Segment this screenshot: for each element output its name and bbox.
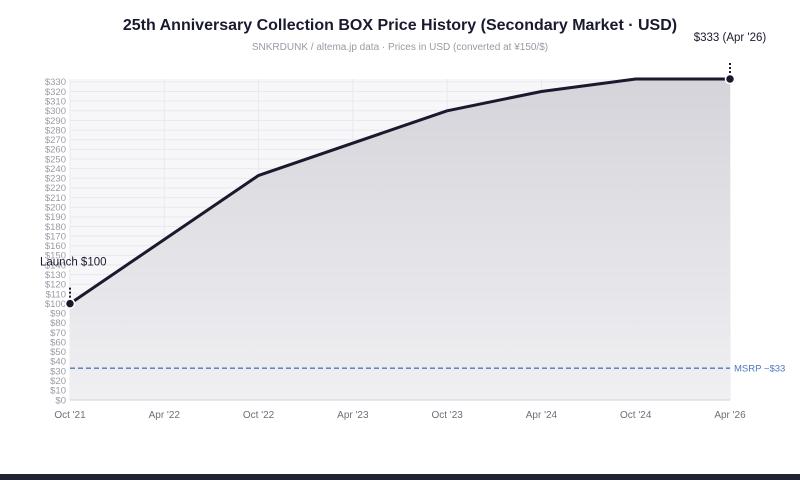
y-tick-label: $20: [50, 376, 66, 387]
y-tick-label: $200: [45, 203, 66, 214]
y-tick-label: $120: [45, 280, 66, 291]
y-tick-label: $0: [55, 395, 66, 406]
y-tick-label: $140: [45, 260, 66, 271]
x-tick-label: Apr '26: [714, 410, 746, 421]
y-tick-label: $30: [50, 366, 66, 377]
y-tick-label: $150: [45, 251, 66, 262]
y-tick-label: $270: [45, 135, 66, 146]
annotation-label: Launch $100: [40, 257, 107, 269]
data-point: [64, 298, 76, 309]
y-tick-label: $110: [46, 289, 66, 300]
y-tick-label: $100: [45, 299, 66, 310]
y-axis-ticks: $0$10$20$30$40$50$60$70$80$90$100$110$12…: [45, 77, 66, 406]
x-tick-label: Apr '22: [149, 410, 181, 421]
y-tick-label: $260: [45, 145, 66, 156]
x-tick-label: Oct '23: [431, 410, 463, 421]
chart-subtitle: SNKRDUNK / altema.jp data · Prices in US…: [252, 42, 548, 53]
data-point: [724, 73, 736, 85]
y-tick-label: $330: [45, 77, 66, 88]
y-tick-label: $210: [45, 193, 66, 204]
y-tick-label: $90: [50, 309, 66, 320]
y-tick-label: $80: [50, 318, 66, 329]
data-points: [64, 73, 736, 309]
y-tick-label: $300: [45, 106, 66, 117]
y-tick-label: $230: [45, 174, 66, 185]
y-tick-label: $250: [45, 154, 66, 165]
y-tick-label: $220: [45, 183, 66, 194]
y-tick-label: $160: [45, 241, 66, 252]
y-tick-label: $170: [45, 231, 66, 242]
chart-title: 25th Anniversary Collection BOX Price Hi…: [123, 17, 677, 34]
x-tick-label: Oct '24: [620, 410, 652, 421]
y-tick-label: $70: [50, 328, 66, 339]
annotation-label: $333 (Apr '26): [694, 32, 767, 44]
y-tick-label: $190: [45, 212, 66, 223]
y-tick-label: $10: [50, 386, 66, 397]
x-tick-label: Apr '23: [337, 410, 369, 421]
y-tick-label: $280: [45, 125, 66, 136]
msrp-label: MSRP ~$33: [734, 364, 785, 375]
x-tick-label: Oct '21: [54, 410, 86, 421]
annotations: Launch $100 $333 (Apr '26): [40, 32, 766, 298]
x-tick-label: Oct '22: [243, 410, 275, 421]
price-series-line: [68, 77, 732, 306]
y-tick-label: $310: [45, 96, 66, 107]
y-tick-label: $290: [45, 116, 66, 127]
y-tick-label: $320: [45, 87, 66, 98]
price-area-fill: [70, 79, 730, 400]
y-tick-label: $180: [45, 222, 66, 233]
y-tick-label: $240: [45, 164, 66, 175]
x-axis-ticks: Oct '21 Apr '22 Oct '22 Apr '23 Oct '23 Apr '…: [54, 410, 746, 421]
y-tick-label: $40: [50, 357, 66, 368]
y-tick-label: $60: [50, 337, 66, 348]
x-tick-label: Apr '24: [526, 410, 558, 421]
bottom-bar: [0, 474, 800, 480]
y-tick-label: $130: [45, 270, 66, 281]
y-tick-label: $50: [50, 347, 66, 358]
